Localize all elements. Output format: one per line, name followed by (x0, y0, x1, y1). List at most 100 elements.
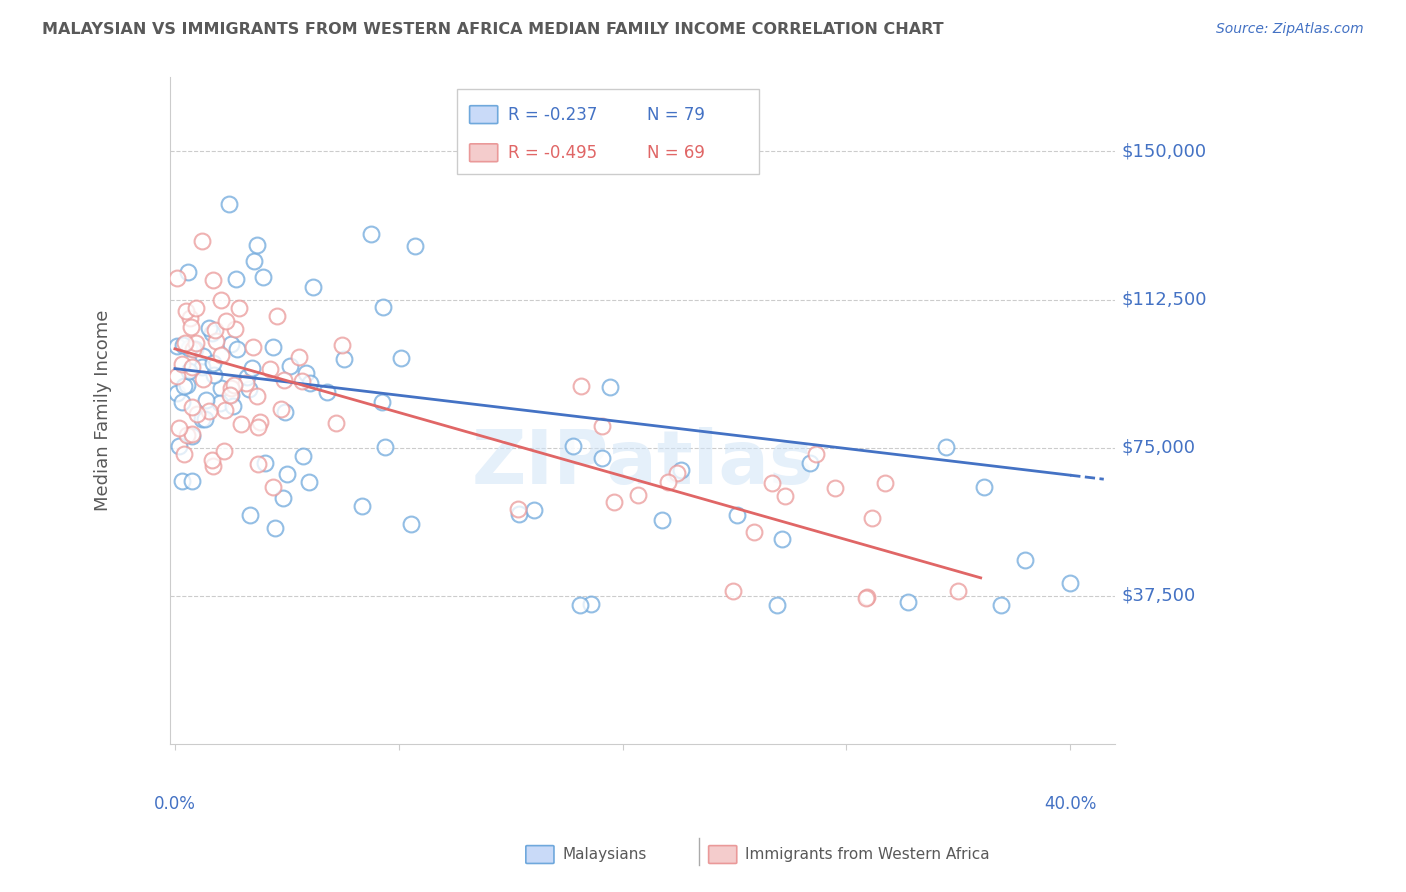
Point (371, 395, 394, 409)
Point (292, 449, 315, 463)
Point (249, 415, 271, 429)
Point (228, 301, 250, 315)
Point (360, 227, 382, 242)
Point (226, 343, 249, 357)
Point (209, 348, 232, 362)
Point (860, 510, 883, 524)
Point (221, 399, 243, 413)
Point (191, 412, 214, 426)
Point (179, 310, 201, 325)
Point (238, 382, 260, 396)
Point (742, 524, 765, 539)
Point (271, 491, 294, 505)
Text: $37,500: $37,500 (1122, 587, 1197, 605)
Text: Immigrants from Western Africa: Immigrants from Western Africa (745, 847, 990, 862)
Point (166, 369, 188, 384)
Point (591, 451, 613, 466)
Text: ZIPatlas: ZIPatlas (471, 427, 814, 500)
Point (191, 360, 214, 375)
Point (176, 378, 198, 392)
Point (523, 503, 546, 517)
Point (177, 364, 200, 378)
Point (264, 521, 287, 535)
Point (235, 376, 257, 390)
Point (190, 234, 212, 248)
Point (599, 379, 621, 393)
Point (184, 342, 207, 356)
Point (202, 368, 225, 382)
Point (770, 533, 793, 547)
Point (209, 293, 232, 308)
Point (204, 323, 226, 337)
Point (170, 357, 193, 371)
Point (208, 396, 231, 410)
Point (201, 273, 224, 287)
Point (236, 370, 259, 384)
Point (246, 237, 269, 252)
Point (399, 516, 422, 531)
Point (330, 337, 353, 351)
Point (181, 426, 204, 441)
Point (166, 339, 188, 353)
Point (591, 419, 613, 434)
Point (179, 341, 201, 355)
Point (561, 439, 583, 453)
Text: Source: ZipAtlas.com: Source: ZipAtlas.com (1216, 22, 1364, 37)
Point (191, 372, 214, 386)
Point (204, 334, 226, 349)
Text: 40.0%: 40.0% (1045, 795, 1097, 813)
Point (172, 338, 194, 352)
Point (173, 447, 195, 461)
Point (200, 326, 222, 340)
Point (174, 303, 197, 318)
Point (579, 597, 602, 611)
Point (222, 378, 245, 392)
Point (167, 421, 190, 435)
Point (262, 340, 284, 354)
Point (603, 494, 626, 508)
Point (167, 439, 190, 453)
Point (270, 402, 292, 417)
Point (181, 475, 204, 489)
Point (180, 319, 202, 334)
Point (799, 456, 821, 470)
Point (186, 407, 208, 421)
Point (273, 373, 295, 387)
Point (181, 400, 204, 414)
Point (259, 361, 281, 376)
Text: R = -0.495: R = -0.495 (508, 144, 596, 161)
Point (262, 480, 284, 494)
Text: $75,000: $75,000 (1122, 439, 1195, 457)
Point (219, 388, 242, 402)
Point (298, 475, 321, 489)
Point (276, 467, 298, 481)
Point (855, 591, 877, 605)
Point (948, 584, 970, 599)
Point (180, 359, 202, 374)
Point (239, 508, 262, 522)
Text: 0.0%: 0.0% (155, 795, 195, 813)
Point (212, 443, 235, 458)
Text: $150,000: $150,000 (1122, 143, 1206, 161)
Point (215, 313, 238, 327)
Point (242, 253, 264, 268)
Point (254, 456, 277, 470)
Text: Malaysians: Malaysians (562, 847, 647, 862)
Point (288, 350, 311, 364)
Point (173, 335, 195, 350)
Point (242, 340, 264, 354)
Point (761, 476, 783, 491)
Point (669, 463, 692, 477)
Point (246, 389, 269, 403)
Point (291, 374, 314, 388)
Point (274, 404, 297, 418)
Point (302, 279, 325, 293)
Point (181, 342, 204, 356)
Point (1014, 553, 1036, 567)
Point (186, 336, 208, 351)
Point (666, 466, 689, 480)
Point (298, 376, 321, 391)
Point (1059, 575, 1081, 590)
Point (389, 351, 412, 365)
Point (404, 239, 426, 253)
